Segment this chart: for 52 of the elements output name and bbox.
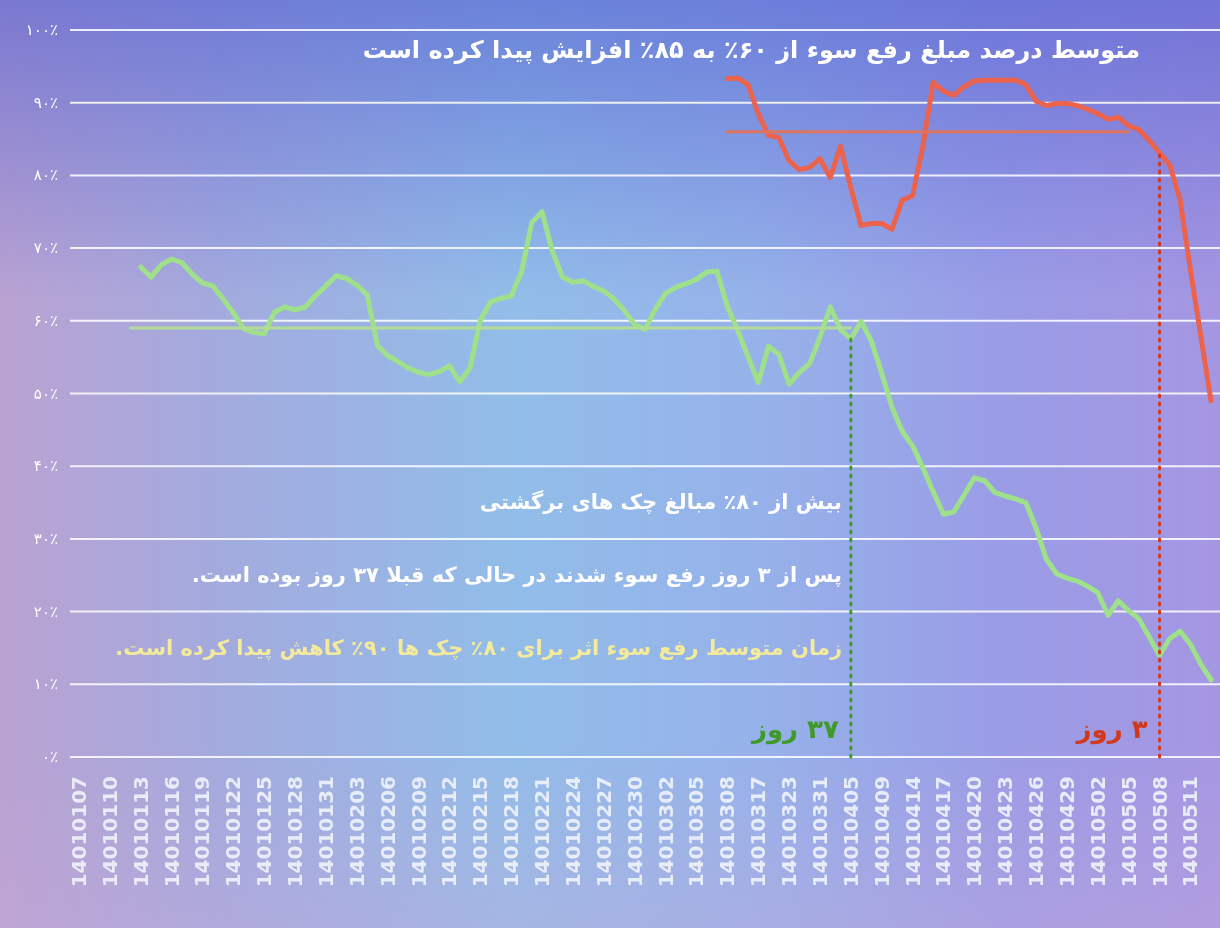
x-tick-label: 14010317 [746,776,771,888]
x-tick-label: 14010107 [67,776,91,888]
x-tick-label: 14010508 [1147,776,1172,888]
title: متوسط درصد مبلغ رفع سوء از ۶۰٪ به ۸۵٪ افزایش پیدا کرده است [362,35,1140,66]
x-tick-label: 14010206 [375,776,400,888]
y-tick-label: ۶۰٪ [33,311,58,330]
x-tick-label: 14010405 [838,776,863,888]
x-tick-label: 14010502 [1085,776,1110,888]
x-tick-label: 14010511 [1178,776,1203,888]
y-tick-label: ۵۰٪ [33,384,58,403]
x-tick-label: 14010212 [437,776,462,888]
x-tick-label: 14010505 [1116,776,1141,888]
x-tick-label: 14010131 [314,776,338,888]
x-tick-label: 14010224 [560,776,585,888]
annotation: پس از ۳ روز رفع سوء شدند در حالی که قبلا ۳۷ روز بوده است. [191,562,842,589]
y-tick-label: ۲۰٪ [33,602,58,621]
x-tick-label: 14010420 [962,776,987,888]
x-tick-label: 14010209 [406,776,431,888]
x-tick-label: 14010417 [931,776,956,888]
x-tick-label: 14010119 [190,776,215,888]
y-tick-label: ۸۰٪ [33,166,58,185]
y-tick-label: ۱۰٪ [33,675,58,694]
y-tick-label: ۱۰۰٪ [25,21,58,39]
x-tick-label: 14010323 [777,776,802,888]
x-tick-label: 14010113 [128,776,153,888]
y-tick-label: ۰٪ [41,748,58,766]
x-tick-label: 14010221 [530,776,555,888]
x-tick-label: 14010308 [715,776,740,888]
x-tick-label: 14010203 [344,776,369,888]
x-tick-label: 14010122 [221,776,246,888]
x-tick-label: 14010414 [900,776,925,888]
y-tick-label: ۴۰٪ [33,457,58,476]
x-tick-label: 14010227 [591,776,616,888]
annotation: زمان متوسط رفع سوء اثر برای ۸۰٪ چک ها ۹۰٪ کاهش پیدا کرده است. [115,635,842,662]
x-tick-label: 14010302 [653,776,678,888]
annotation: بیش از ۸۰٪ مبالغ چک های برگشتی [479,489,842,516]
y-tick-label: ۹۰٪ [33,93,58,112]
x-tick-label: 14010110 [97,776,122,888]
x-tick-label: 14010423 [993,776,1018,888]
x-tick-label: 14010116 [159,776,184,888]
x-tick-label: 14010128 [283,776,308,888]
x-tick-label: 14010429 [1054,776,1079,888]
x-tick-label: 14010331 [807,776,832,888]
y-tick-label: ۷۰٪ [33,239,58,258]
x-tick-label: 14010215 [468,776,493,888]
x-tick-label: 14010125 [252,776,277,888]
x-tick-label: 14010426 [1024,776,1049,888]
x-tick-label: 14010305 [684,776,709,888]
x-tick-label: 14010230 [622,776,647,888]
y-tick-label: ۳۰٪ [33,529,58,548]
x-tick-label: 14010218 [499,776,524,888]
x-tick-label: 14010409 [869,776,894,888]
